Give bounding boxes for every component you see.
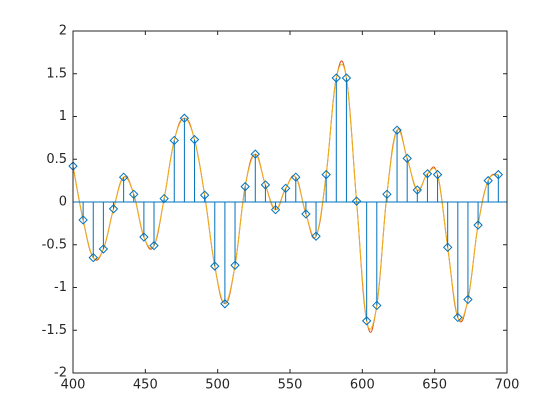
x-tick-label: 550 bbox=[278, 378, 303, 393]
y-tick-label: -1 bbox=[54, 280, 67, 295]
stem-marker bbox=[240, 181, 250, 192]
x-tick-label: 400 bbox=[61, 378, 86, 393]
stem-marker bbox=[392, 125, 402, 135]
axes-box bbox=[72, 30, 508, 374]
stem-marker bbox=[412, 185, 423, 195]
y-tick-label: 2 bbox=[59, 24, 67, 39]
stem-marker bbox=[321, 169, 331, 180]
stem-marker bbox=[341, 73, 352, 83]
x-tick-label: 500 bbox=[205, 378, 230, 393]
stem-marker bbox=[382, 189, 392, 200]
stem-marker bbox=[179, 113, 190, 123]
stem-marker bbox=[422, 169, 433, 179]
stem-marker bbox=[139, 232, 149, 242]
stem-marker bbox=[118, 172, 129, 182]
stem-marker bbox=[361, 316, 372, 326]
stem-marker bbox=[78, 215, 88, 225]
stem-marker bbox=[169, 135, 179, 146]
stem-marker bbox=[493, 169, 504, 180]
stem-marker bbox=[88, 252, 98, 263]
stem-marker bbox=[301, 209, 311, 219]
y-tick-label: 0 bbox=[59, 195, 67, 210]
stem-marker bbox=[220, 299, 230, 309]
stem-marker bbox=[331, 73, 342, 83]
stem-marker bbox=[351, 196, 362, 206]
stem-marker bbox=[372, 300, 382, 311]
stem-marker bbox=[159, 193, 169, 204]
y-tick-label: 1.5 bbox=[46, 66, 67, 81]
x-tick-label: 600 bbox=[350, 378, 375, 393]
stem-marker bbox=[463, 294, 473, 305]
stem-marker bbox=[260, 180, 271, 190]
y-tick-label: -1.5 bbox=[42, 323, 67, 338]
stem-marker bbox=[129, 189, 139, 200]
stem-marker bbox=[149, 240, 159, 251]
y-tick-label: 0.5 bbox=[46, 152, 67, 167]
y-tick-label: 1 bbox=[59, 109, 67, 124]
stem-marker bbox=[291, 172, 301, 182]
y-tick-label: -0.5 bbox=[42, 237, 67, 252]
y-tick-label: -2 bbox=[54, 366, 67, 381]
stem-marker bbox=[230, 260, 240, 270]
stem-marker bbox=[280, 183, 291, 194]
stem-marker bbox=[483, 175, 493, 186]
stem-marker bbox=[311, 231, 321, 241]
stem-marker bbox=[402, 153, 412, 164]
stem-marker bbox=[432, 169, 443, 180]
x-tick-label: 700 bbox=[495, 378, 520, 393]
stem-marker bbox=[189, 134, 200, 145]
stem-marker bbox=[270, 204, 281, 215]
x-tick-label: 450 bbox=[133, 378, 158, 393]
stem-marker bbox=[453, 312, 463, 323]
stem-marker bbox=[210, 261, 220, 271]
stem-marker bbox=[473, 220, 483, 230]
x-tick-label: 650 bbox=[422, 378, 447, 393]
stem-marker bbox=[98, 244, 109, 254]
stem-marker bbox=[108, 204, 119, 214]
stem-marker bbox=[199, 190, 210, 200]
stem-marker bbox=[250, 149, 260, 159]
stem-marker bbox=[442, 242, 453, 253]
